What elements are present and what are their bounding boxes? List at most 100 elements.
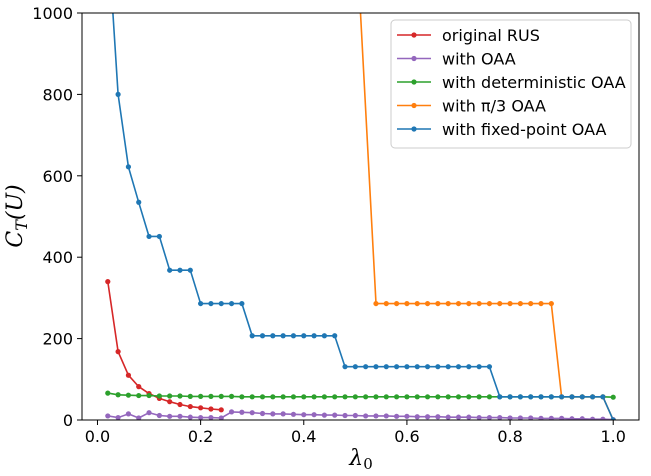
data-point bbox=[435, 394, 441, 400]
data-point bbox=[146, 410, 152, 416]
data-point bbox=[156, 412, 162, 419]
data-point bbox=[497, 300, 503, 307]
legend-label: with OAA bbox=[442, 50, 516, 69]
data-point bbox=[373, 364, 379, 370]
data-point bbox=[455, 394, 462, 400]
data-point bbox=[208, 414, 214, 420]
y-tick-label: 0 bbox=[63, 411, 73, 430]
data-point bbox=[363, 413, 369, 419]
data-point bbox=[187, 267, 193, 273]
data-point bbox=[187, 403, 193, 410]
data-point bbox=[507, 394, 513, 400]
data-point bbox=[177, 393, 183, 399]
data-point bbox=[301, 333, 307, 339]
data-point bbox=[167, 267, 173, 273]
data-point bbox=[579, 416, 585, 420]
data-point bbox=[507, 300, 513, 307]
data-point bbox=[136, 199, 142, 205]
data-point bbox=[476, 364, 482, 370]
data-point bbox=[394, 413, 400, 419]
plot-frame bbox=[81, 12, 640, 421]
data-point bbox=[115, 392, 121, 398]
data-point bbox=[301, 412, 307, 418]
data-point bbox=[383, 413, 389, 419]
data-point bbox=[259, 394, 266, 400]
data-point bbox=[125, 411, 132, 417]
data-point bbox=[208, 300, 214, 307]
data-point bbox=[321, 333, 327, 339]
data-point bbox=[105, 413, 111, 419]
data-point bbox=[466, 300, 472, 307]
data-point bbox=[394, 394, 400, 400]
data-point bbox=[466, 414, 472, 420]
data-point bbox=[445, 300, 451, 307]
data-point bbox=[342, 364, 348, 370]
data-point bbox=[136, 415, 142, 420]
legend-marker bbox=[411, 126, 417, 132]
data-point bbox=[125, 372, 132, 378]
data-point bbox=[579, 394, 585, 400]
y-tick-label: 1000 bbox=[32, 4, 73, 23]
data-point bbox=[414, 300, 420, 307]
data-point bbox=[239, 394, 245, 400]
data-point bbox=[600, 394, 606, 400]
data-point bbox=[228, 409, 235, 415]
data-point bbox=[559, 394, 565, 400]
data-point bbox=[486, 414, 493, 420]
data-point bbox=[228, 300, 235, 307]
data-point bbox=[352, 364, 358, 370]
data-point bbox=[270, 411, 276, 417]
data-point bbox=[455, 300, 462, 307]
data-point bbox=[486, 364, 493, 370]
data-point bbox=[548, 394, 554, 400]
data-point bbox=[115, 91, 121, 97]
data-point bbox=[517, 415, 523, 420]
data-point bbox=[105, 390, 111, 396]
data-point bbox=[517, 300, 523, 307]
data-point bbox=[167, 393, 173, 399]
series-layer bbox=[105, 13, 616, 420]
data-point bbox=[177, 401, 183, 408]
data-point bbox=[486, 300, 493, 307]
data-point bbox=[538, 300, 544, 307]
x-tick-label: 0.4 bbox=[291, 427, 316, 446]
data-point bbox=[311, 333, 317, 339]
data-point bbox=[600, 416, 606, 420]
data-point bbox=[404, 413, 410, 419]
data-point bbox=[414, 394, 420, 400]
data-point bbox=[363, 364, 369, 370]
data-point bbox=[424, 364, 431, 370]
legend-marker bbox=[411, 55, 417, 62]
x-tick-label: 0.0 bbox=[85, 427, 110, 446]
data-point bbox=[290, 333, 297, 339]
data-point bbox=[383, 300, 389, 307]
data-point bbox=[321, 394, 327, 400]
data-point bbox=[280, 394, 286, 400]
data-point bbox=[383, 394, 389, 400]
data-point bbox=[352, 412, 358, 419]
x-tick-label: 0.6 bbox=[394, 427, 419, 446]
data-point bbox=[156, 233, 162, 240]
series-4 bbox=[112, 13, 616, 420]
data-point bbox=[167, 399, 173, 405]
data-point bbox=[280, 333, 286, 339]
data-point bbox=[218, 393, 224, 399]
data-point bbox=[301, 394, 307, 400]
data-point bbox=[239, 409, 245, 415]
data-point bbox=[270, 333, 276, 339]
data-point bbox=[445, 364, 451, 370]
data-point bbox=[466, 394, 472, 400]
data-point bbox=[125, 164, 132, 170]
data-point bbox=[476, 414, 482, 420]
data-point bbox=[290, 394, 297, 400]
x-tick-label: 0.8 bbox=[497, 427, 522, 446]
data-point bbox=[187, 393, 193, 399]
data-point bbox=[424, 414, 431, 420]
data-point bbox=[177, 413, 183, 419]
data-point bbox=[404, 300, 410, 307]
data-point bbox=[146, 233, 152, 240]
legend-label: with fixed-point OAA bbox=[442, 120, 606, 139]
data-point bbox=[373, 413, 379, 419]
data-point bbox=[218, 300, 224, 307]
data-point bbox=[404, 364, 410, 370]
